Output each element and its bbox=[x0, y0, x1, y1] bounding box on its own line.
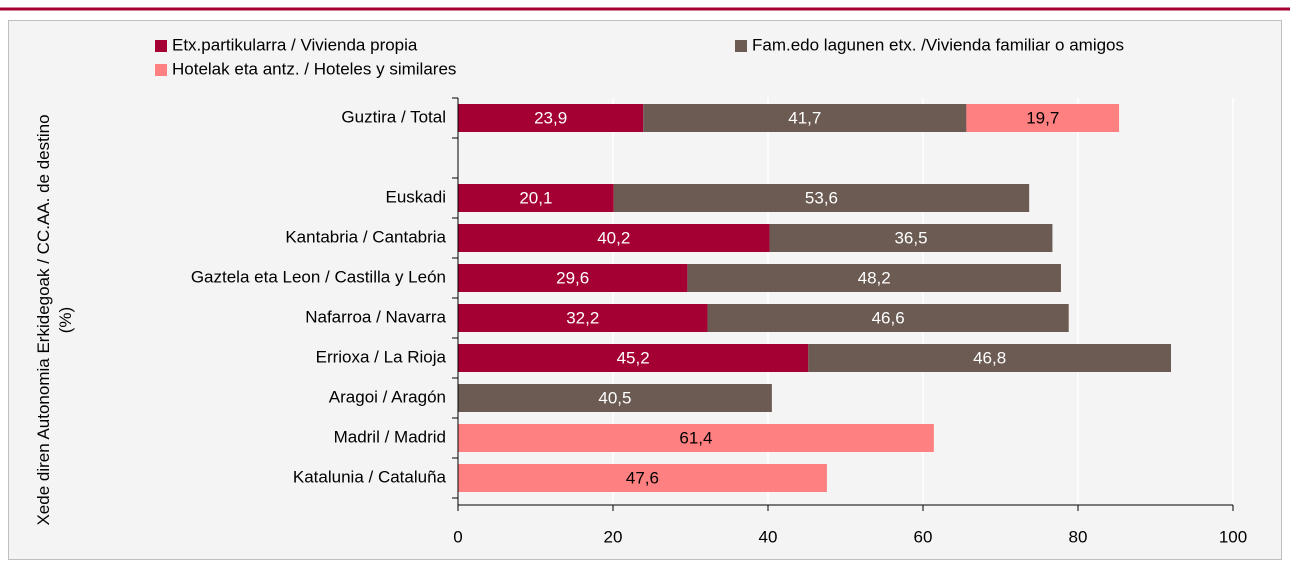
value-label: 20,1 bbox=[519, 188, 552, 207]
y-tick-label: Katalunia / Cataluña bbox=[293, 467, 447, 486]
legend-swatch bbox=[155, 40, 167, 52]
value-label: 32,2 bbox=[566, 308, 599, 327]
bar-segment bbox=[769, 224, 1053, 252]
bar-segment bbox=[808, 344, 1171, 372]
value-label: 36,5 bbox=[894, 228, 927, 247]
value-label: 23,9 bbox=[534, 108, 567, 127]
value-label: 46,8 bbox=[973, 348, 1006, 367]
y-tick-label: Kantabria / Cantabria bbox=[285, 227, 446, 246]
bar-segment bbox=[458, 104, 644, 132]
bar-segment bbox=[458, 224, 770, 252]
bar-segment bbox=[707, 304, 1069, 332]
bar-segment bbox=[687, 264, 1061, 292]
y-tick-label: Madril / Madrid bbox=[334, 427, 446, 446]
y-axis-title: Xede diren Autonomia Erkidegoak / CC.AA.… bbox=[34, 114, 75, 526]
value-label: 29,6 bbox=[556, 268, 589, 287]
bar-segment bbox=[458, 304, 708, 332]
legend-label: Hotelak eta antz. / Hoteles y similares bbox=[172, 59, 456, 78]
value-label: 40,5 bbox=[598, 388, 631, 407]
bar-segment bbox=[458, 464, 827, 492]
legend-swatch bbox=[735, 40, 747, 52]
y-tick-label: Guztira / Total bbox=[341, 107, 446, 126]
x-tick-label: 40 bbox=[759, 527, 778, 546]
value-label: 45,2 bbox=[617, 348, 650, 367]
y-tick-label: Gaztela eta Leon / Castilla y León bbox=[191, 267, 446, 286]
bar-segment bbox=[966, 104, 1120, 132]
x-tick-label: 100 bbox=[1219, 527, 1247, 546]
bar-segment bbox=[458, 264, 688, 292]
bar-segment bbox=[458, 184, 614, 212]
value-label: 53,6 bbox=[805, 188, 838, 207]
y-tick-label: Errioxa / La Rioja bbox=[316, 347, 447, 366]
bar-segment bbox=[458, 384, 772, 412]
y-tick-label: Aragoi / Aragón bbox=[329, 387, 446, 406]
value-label: 46,6 bbox=[872, 308, 905, 327]
bar-segment bbox=[643, 104, 967, 132]
legend-label: Etx.partikularra / Vivienda propia bbox=[172, 35, 418, 54]
value-label: 47,6 bbox=[626, 468, 659, 487]
y-tick-label: Nafarroa / Navarra bbox=[305, 307, 446, 326]
bar-segment bbox=[458, 344, 809, 372]
bar-segment bbox=[458, 424, 934, 452]
x-tick-label: 20 bbox=[604, 527, 623, 546]
y-tick-label: Euskadi bbox=[386, 187, 446, 206]
legend-swatch bbox=[155, 64, 167, 76]
value-label: 40,2 bbox=[597, 228, 630, 247]
value-label: 19,7 bbox=[1026, 108, 1059, 127]
value-label: 41,7 bbox=[788, 108, 821, 127]
x-tick-label: 0 bbox=[453, 527, 462, 546]
value-label: 48,2 bbox=[858, 268, 891, 287]
bar-segment bbox=[613, 184, 1030, 212]
legend-label: Fam.edo lagunen etx. /Vivienda familiar … bbox=[752, 35, 1124, 54]
x-tick-label: 60 bbox=[914, 527, 933, 546]
x-tick-label: 80 bbox=[1069, 527, 1088, 546]
value-label: 61,4 bbox=[679, 428, 712, 447]
